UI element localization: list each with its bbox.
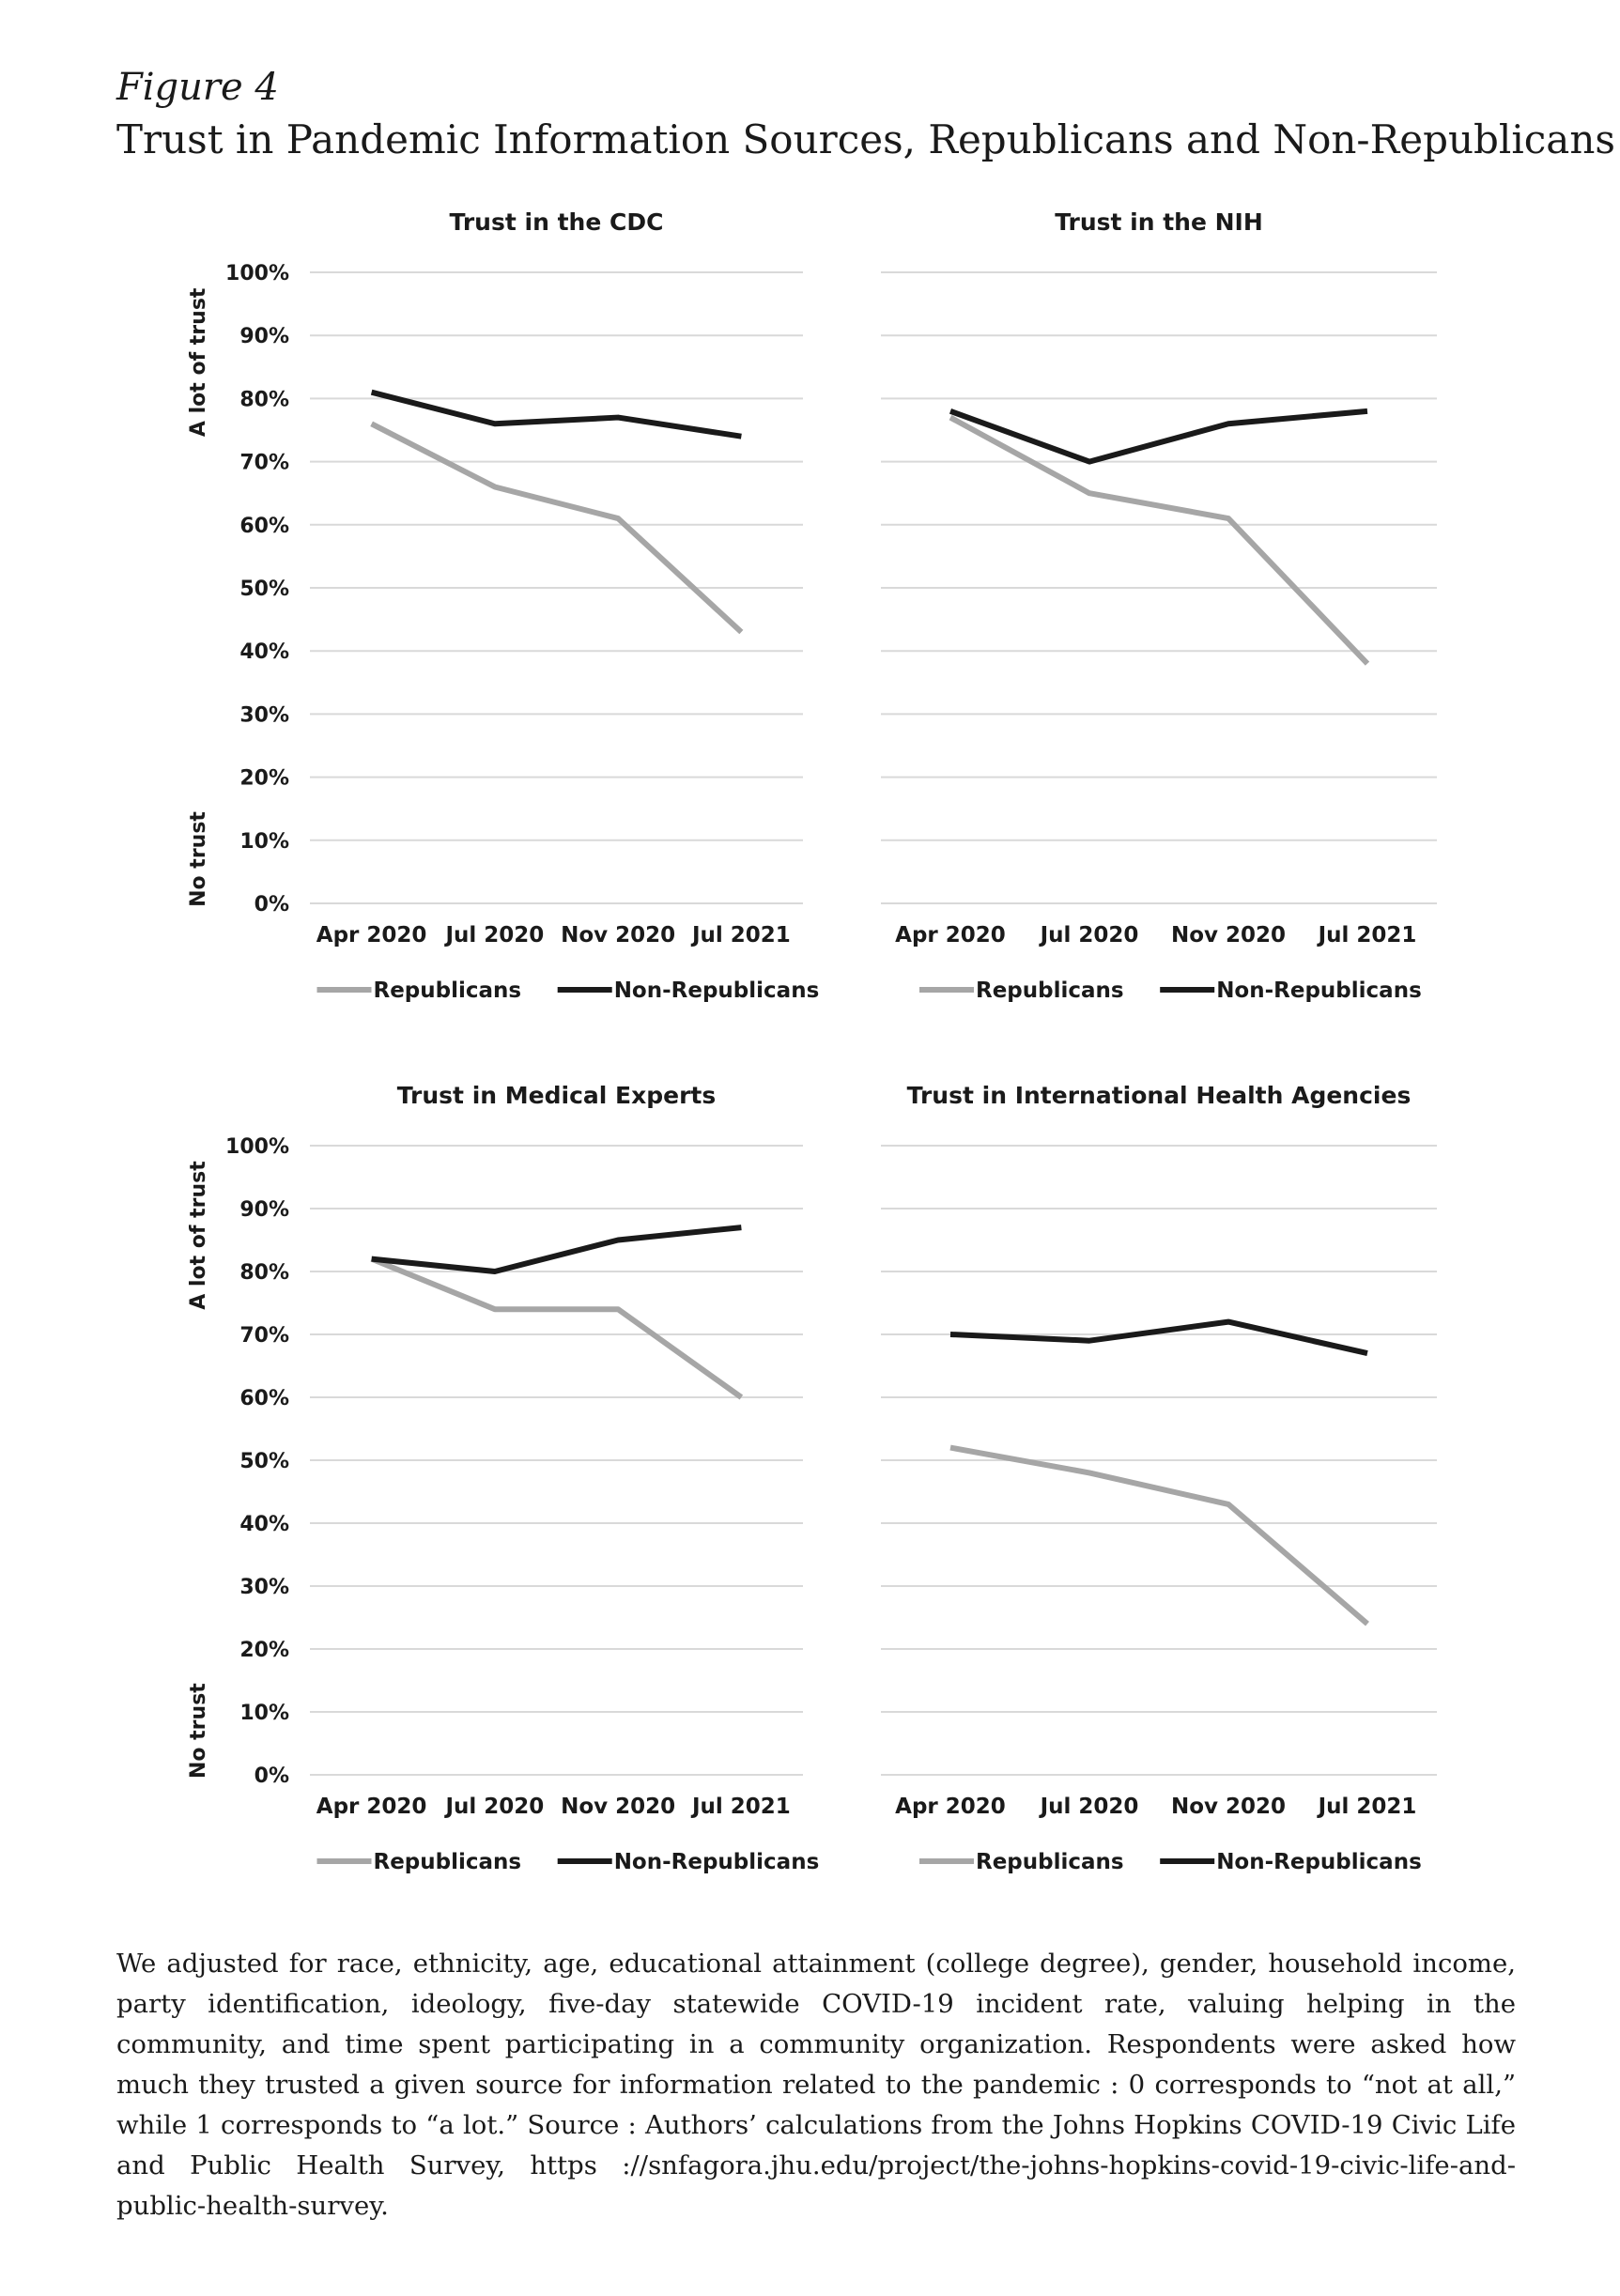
x-tick-label: Jul 2021: [690, 1795, 791, 1819]
series-line-republicans: [949, 414, 1370, 666]
chart-2: Trust in the NIH Apr 2020 Jul 2020 Nov 2020…: [881, 208, 1437, 1003]
legend-label: Republicans: [976, 978, 1124, 1003]
y-tick-label: 50%: [239, 578, 289, 601]
y-tick-label: 90%: [239, 325, 289, 348]
y-tick-label: 10%: [239, 830, 289, 854]
y-tick-label: 70%: [239, 1324, 289, 1348]
y-tick-label: 50%: [239, 1450, 289, 1473]
x-tick-label: Jul 2021: [690, 923, 791, 948]
y-axis-label-bottom: No trust: [187, 1683, 210, 1779]
y-tick-label: 10%: [239, 1702, 289, 1725]
y-tick-label: 80%: [239, 1261, 289, 1285]
y-tick-label: 0%: [255, 1764, 289, 1788]
y-axis-label-top: A lot of trust: [187, 287, 210, 437]
y-tick-label: 0%: [255, 893, 289, 917]
y-tick-label: 80%: [239, 388, 289, 411]
x-tick-label: Nov 2020: [561, 923, 675, 948]
chart-title: Trust in Medical Experts: [397, 1082, 717, 1109]
y-tick-label: 100%: [225, 1135, 289, 1159]
y-tick-label: 70%: [239, 452, 289, 475]
legend-label: Republicans: [976, 1850, 1124, 1874]
x-tick-label: Apr 2020: [316, 923, 427, 948]
chart-title: Trust in the CDC: [450, 208, 664, 236]
y-tick-label: 20%: [239, 767, 289, 791]
y-tick-label: 30%: [239, 1576, 289, 1599]
figure-label: Figure 4: [116, 66, 279, 109]
legend-label: Non-Republicans: [1216, 1850, 1422, 1874]
y-tick-label: 60%: [239, 515, 289, 538]
chart-title: Trust in the NIH: [1055, 208, 1263, 236]
chart-1: Trust in the CDC 0% 10% 20% 30% 40% 50% 60% 70% 8…: [187, 208, 819, 1003]
x-tick-label: Nov 2020: [561, 1795, 675, 1819]
legend-label: Republicans: [374, 978, 522, 1003]
series-line-republicans: [370, 421, 744, 635]
y-tick-label: 90%: [239, 1198, 289, 1222]
x-tick-label: Jul 2020: [443, 1795, 544, 1819]
figure-caption: We adjusted for race, ethnicity, age, ed…: [116, 1949, 1516, 2221]
legend-label: Non-Republicans: [614, 1850, 820, 1874]
chart-4: Trust in International Health Agencies Ap…: [881, 1082, 1437, 1874]
series-line-republicans: [949, 1444, 1369, 1626]
x-tick-label: Jul 2020: [443, 923, 544, 948]
y-tick-label: 20%: [239, 1639, 289, 1662]
y-tick-label: 30%: [239, 703, 289, 727]
y-axis-label-bottom: No trust: [187, 811, 210, 907]
chart-3: Trust in Medical Experts 0% 10% 20% 30% 40% 50…: [187, 1082, 819, 1874]
y-tick-label: 100%: [225, 262, 289, 285]
legend-label: Republicans: [374, 1850, 522, 1874]
x-tick-label: Jul 2021: [1317, 923, 1417, 948]
y-tick-label: 60%: [239, 1387, 289, 1410]
legend-label: Non-Republicans: [1216, 978, 1422, 1003]
series-line-non-republicans: [371, 1225, 742, 1274]
y-tick-label: 40%: [239, 640, 289, 664]
x-tick-label: Apr 2020: [316, 1795, 427, 1819]
series-line-non-republicans: [949, 408, 1368, 465]
x-tick-label: Apr 2020: [895, 1795, 1006, 1819]
x-tick-label: Jul 2020: [1039, 1795, 1139, 1819]
x-tick-label: Nov 2020: [1171, 923, 1286, 948]
series-line-republicans: [370, 1256, 744, 1400]
chart-title: Trust in International Health Agencies: [907, 1082, 1412, 1109]
legend-label: Non-Republicans: [614, 978, 820, 1003]
x-tick-label: Jul 2021: [1317, 1795, 1417, 1819]
y-tick-label: 40%: [239, 1513, 289, 1536]
y-axis-label-top: A lot of trust: [187, 1161, 210, 1310]
x-tick-label: Nov 2020: [1171, 1795, 1286, 1819]
series-line-non-republicans: [949, 1318, 1368, 1357]
x-tick-label: Apr 2020: [895, 923, 1006, 948]
series-line-non-republicans: [370, 389, 742, 439]
x-tick-label: Jul 2020: [1039, 923, 1139, 948]
charts-panel: Trust in the CDC 0% 10% 20% 30% 40% 50% 60% 70% 8…: [187, 208, 1437, 1874]
figure-title: Trust in Pandemic Information Sources, R…: [116, 116, 1615, 162]
